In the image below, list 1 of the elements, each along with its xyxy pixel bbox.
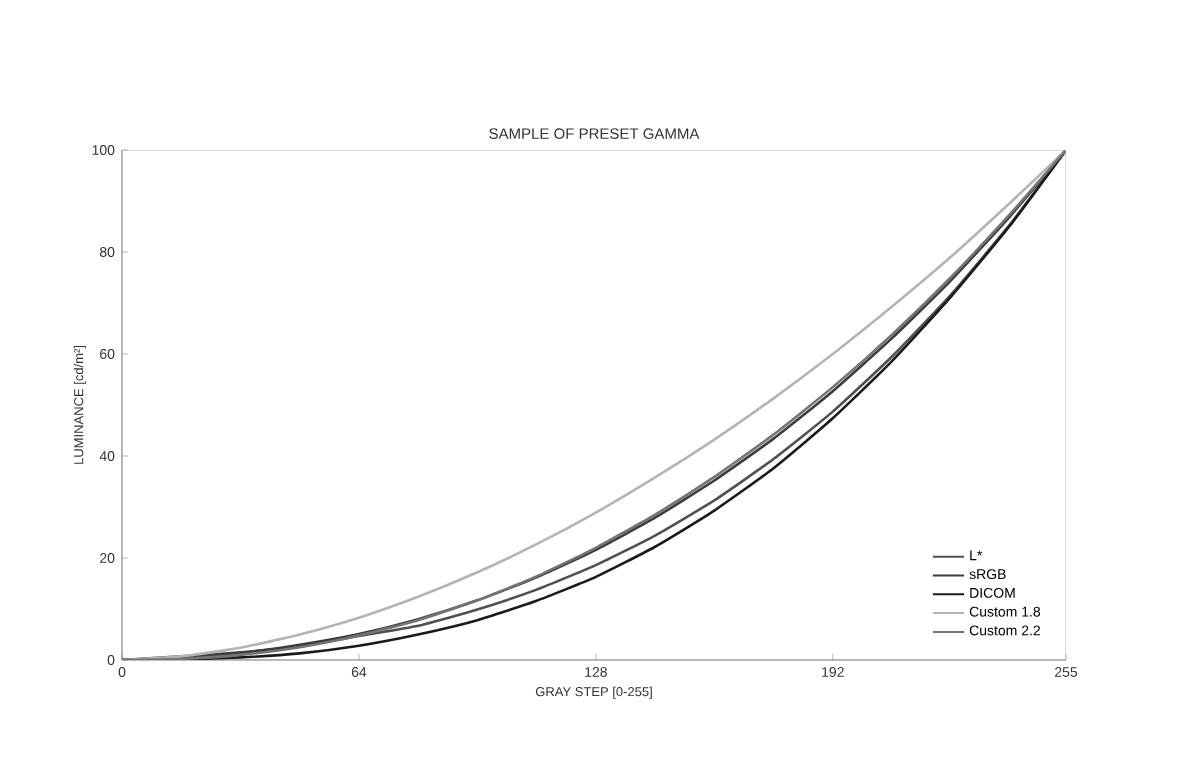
line-series (122, 149, 1066, 660)
